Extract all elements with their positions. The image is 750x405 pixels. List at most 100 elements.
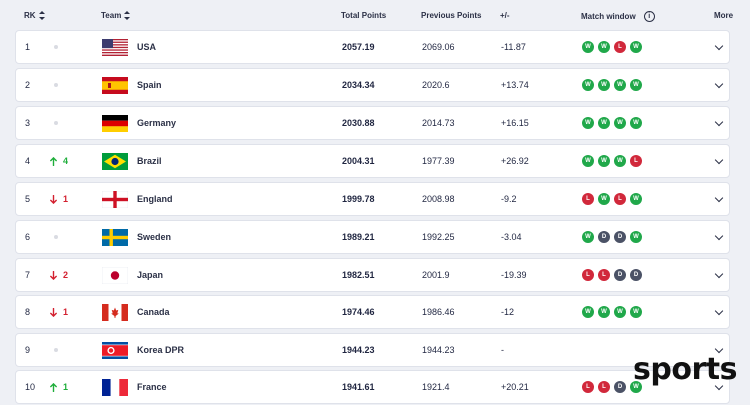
match-result-badge[interactable]: W [582, 306, 594, 318]
expand-row-button[interactable] [714, 107, 724, 139]
expand-row-button[interactable] [714, 259, 724, 291]
team-column-header[interactable]: Team [101, 11, 131, 20]
team-name[interactable]: England [137, 194, 173, 204]
sort-icon[interactable] [38, 11, 45, 20]
match-result-badge[interactable]: W [630, 79, 642, 91]
team-name[interactable]: Canada [137, 307, 170, 317]
match-result-badge[interactable]: D [598, 231, 610, 243]
chevron-down-icon[interactable] [714, 193, 724, 202]
no-change-dot [54, 235, 58, 239]
match-result-badge[interactable]: L [614, 41, 626, 53]
spain-flag [102, 69, 128, 101]
rank-movement [50, 31, 58, 63]
match-result-badge[interactable]: D [614, 231, 626, 243]
chevron-down-icon[interactable] [714, 306, 724, 315]
team-name[interactable]: Japan [137, 270, 164, 280]
expand-row-button[interactable] [714, 69, 724, 101]
table-row[interactable]: 9 Korea DPR 1944.23 1944.23 - [15, 333, 730, 367]
match-result-badge[interactable]: L [582, 381, 594, 393]
team-name[interactable]: Brazil [137, 156, 162, 166]
match-result-badge[interactable]: W [598, 117, 610, 129]
team-name[interactable]: USA [137, 42, 157, 52]
team-name[interactable]: Korea DPR [137, 345, 185, 355]
expand-row-button[interactable] [714, 145, 724, 177]
total-points: 1941.61 [342, 382, 375, 392]
rank: 8 [25, 307, 31, 317]
match-result-badge[interactable]: L [630, 155, 642, 167]
expand-row-button[interactable] [714, 221, 724, 253]
match-result-badge[interactable]: W [598, 155, 610, 167]
match-result-badge[interactable]: W [582, 117, 594, 129]
match-result-badge[interactable]: L [614, 193, 626, 205]
match-result-badge[interactable]: W [598, 41, 610, 53]
chevron-down-icon[interactable] [714, 41, 724, 50]
rank-movement-value: 1 [63, 307, 69, 317]
rank-movement-value: 1 [63, 194, 69, 204]
match-result-badge[interactable]: D [614, 381, 626, 393]
previous-points: 2069.06 [422, 42, 455, 52]
match-result-badge[interactable]: W [614, 79, 626, 91]
match-result-badge[interactable]: W [630, 193, 642, 205]
match-result-badge[interactable]: W [582, 79, 594, 91]
points-difference: -19.39 [501, 270, 527, 280]
team-name[interactable]: Sweden [137, 232, 172, 242]
rank: 7 [25, 270, 31, 280]
match-result-badge[interactable]: W [598, 306, 610, 318]
no-change-dot [54, 45, 58, 49]
match-result-badge[interactable]: W [614, 155, 626, 167]
chevron-down-icon[interactable] [714, 79, 724, 88]
match-result-badge[interactable]: L [598, 269, 610, 281]
match-result-badge[interactable]: L [582, 193, 594, 205]
expand-row-button[interactable] [714, 31, 724, 63]
arrow-down-icon [50, 270, 57, 280]
match-result-badge[interactable]: W [630, 117, 642, 129]
match-result-badge[interactable]: W [630, 231, 642, 243]
no-change-dot [54, 83, 58, 87]
match-result-badge[interactable]: D [614, 269, 626, 281]
japan-flag [102, 259, 128, 291]
match-result-badge[interactable]: W [582, 41, 594, 53]
table-header: RK Team Total Points Previous Points +/-… [0, 0, 750, 30]
match-result-badge[interactable]: W [630, 41, 642, 53]
team-name[interactable]: Germany [137, 118, 177, 128]
rank-column-header[interactable]: RK [24, 11, 45, 20]
rank-movement-value: 1 [63, 382, 69, 392]
chevron-down-icon[interactable] [714, 269, 724, 278]
no-change-dot [54, 121, 58, 125]
team-column-label: Team [101, 11, 122, 20]
rank-movement [50, 334, 58, 366]
match-result-badge[interactable]: W [630, 381, 642, 393]
match-result-badge[interactable]: W [582, 155, 594, 167]
chevron-down-icon[interactable] [714, 117, 724, 126]
match-result-badge[interactable]: W [614, 117, 626, 129]
info-icon[interactable]: i [643, 11, 655, 22]
chevron-down-icon[interactable] [714, 231, 724, 240]
team-name[interactable]: Spain [137, 80, 162, 90]
expand-row-button[interactable] [714, 296, 724, 328]
expand-row-button[interactable] [714, 183, 724, 215]
match-result-badge[interactable]: W [614, 306, 626, 318]
match-result-badge[interactable]: L [582, 269, 594, 281]
match-result-badge[interactable]: W [598, 193, 610, 205]
match-result-badge[interactable]: W [598, 79, 610, 91]
sort-icon[interactable] [124, 11, 131, 20]
match-result-badge[interactable]: W [582, 231, 594, 243]
sports-watermark: sports [633, 352, 737, 387]
match-result-badge[interactable]: W [630, 306, 642, 318]
chevron-down-icon[interactable] [714, 155, 724, 164]
rank-movement [50, 221, 58, 253]
team-name[interactable]: France [137, 382, 167, 392]
match-result-badge[interactable]: L [598, 381, 610, 393]
match-result-badge[interactable]: D [630, 269, 642, 281]
